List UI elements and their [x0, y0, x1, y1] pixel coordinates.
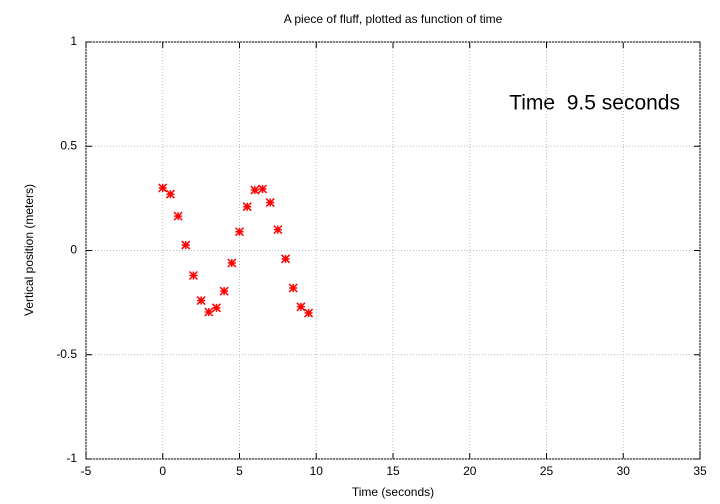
point: [158, 183, 168, 193]
point: [181, 240, 191, 250]
point: [234, 227, 245, 237]
y-axis-label: Vertical position (meters): [22, 184, 36, 316]
x-tick-label: 5: [236, 464, 243, 478]
point: [304, 308, 314, 318]
point: [219, 286, 229, 296]
y-tick-label: -0.5: [56, 347, 77, 361]
x-tick-label: 0: [159, 464, 166, 478]
point: [204, 307, 214, 317]
point: [196, 296, 206, 306]
point: [188, 270, 198, 281]
point: [296, 302, 306, 312]
point: [211, 303, 222, 313]
point: [165, 189, 175, 199]
point: [250, 185, 260, 195]
y-tick-label: -1: [66, 451, 77, 465]
y-tick-label: 0.5: [60, 138, 77, 152]
point: [288, 283, 298, 293]
chart-title: A piece of fluff, plotted as function of…: [284, 12, 503, 26]
point: [242, 202, 252, 212]
x-tick-label: 10: [310, 464, 324, 478]
x-tick-label: 25: [540, 464, 554, 478]
x-axis-label: Time (seconds): [352, 485, 434, 499]
point: [257, 184, 268, 194]
x-tick-label: 15: [386, 464, 400, 478]
y-tick-label: 0: [70, 243, 77, 257]
point: [227, 258, 237, 268]
point: [273, 225, 283, 235]
x-tick-label: 30: [617, 464, 631, 478]
annotation: Time 9.5 seconds: [509, 92, 680, 115]
y-tick-label: 1: [70, 34, 77, 48]
x-tick-label: 35: [693, 464, 707, 478]
point: [281, 254, 291, 264]
point: [173, 211, 183, 221]
x-tick-label: 20: [463, 464, 477, 478]
point: [265, 198, 275, 208]
x-tick-label: -5: [81, 464, 92, 478]
